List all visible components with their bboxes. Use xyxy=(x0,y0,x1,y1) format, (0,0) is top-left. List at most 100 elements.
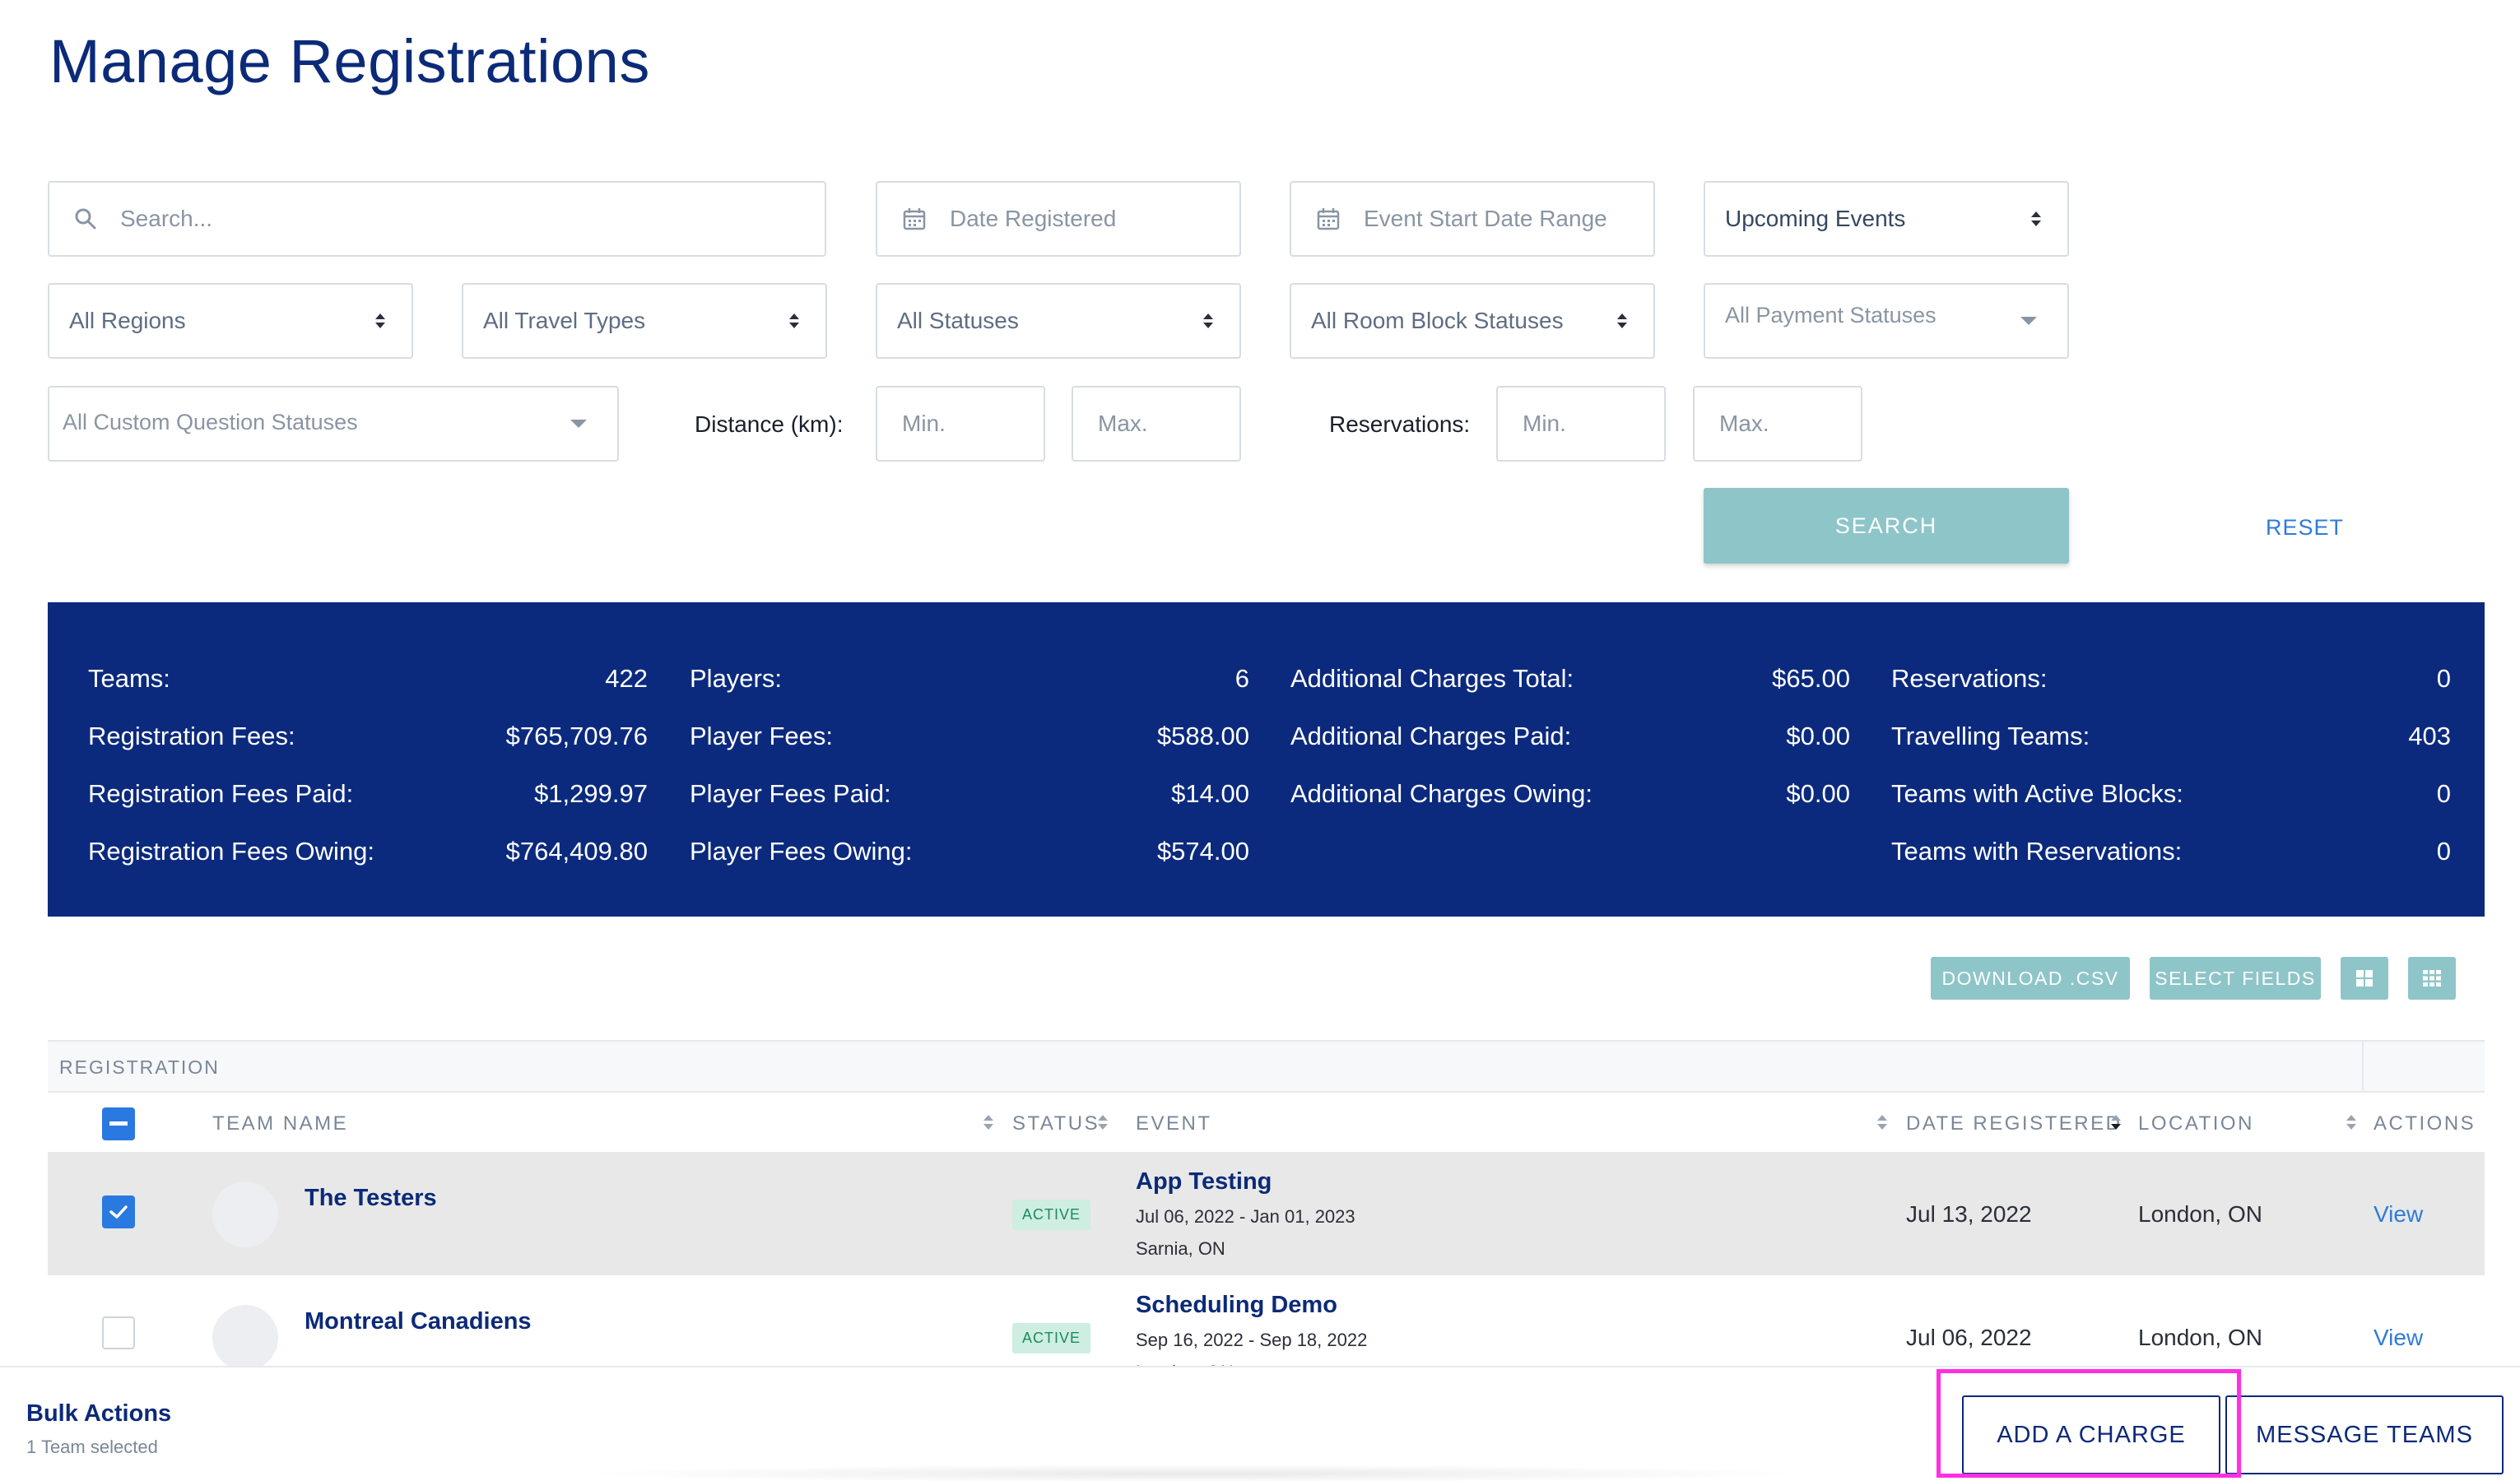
reservations-min-input[interactable]: Min. xyxy=(1496,386,1666,462)
summary-value: $764,409.80 xyxy=(505,837,648,866)
summary-label: Teams with Active Blocks: xyxy=(1891,779,2183,808)
payment-statuses-value: All Payment Statuses xyxy=(1725,303,1936,327)
summary-row: Registration Fees Owing: $764,409.80 xyxy=(88,823,648,880)
grid-large-icon[interactable] xyxy=(2341,957,2388,1000)
view-link[interactable]: View xyxy=(2374,1201,2424,1227)
summary-label: Registration Fees: xyxy=(88,722,295,750)
sort-descending-icon[interactable] xyxy=(2110,1112,2122,1136)
summary-label: Registration Fees Owing: xyxy=(88,837,375,866)
row-checkbox[interactable] xyxy=(102,1316,135,1349)
select-fields-button[interactable]: SELECT FIELDS xyxy=(2150,957,2321,1000)
status-badge: ACTIVE xyxy=(1012,1200,1091,1230)
summary-row: Player Fees Owing: $574.00 xyxy=(690,823,1249,880)
search-button[interactable]: SEARCH xyxy=(1704,488,2069,564)
event-name-link[interactable]: Scheduling Demo xyxy=(1136,1292,1337,1318)
column-date-registered[interactable]: DATE REGISTERED xyxy=(1906,1112,2122,1135)
summary-column-players: Players: 6 Player Fees: $588.00 Player Fee… xyxy=(690,650,1249,880)
message-teams-button[interactable]: MESSAGE TEAMS xyxy=(2225,1395,2504,1474)
statuses-select[interactable]: All Statuses xyxy=(876,283,1241,359)
add-a-charge-button[interactable]: ADD A CHARGE xyxy=(1962,1395,2220,1474)
date-registered-field[interactable]: Date Registered xyxy=(876,181,1241,257)
team-name-link[interactable]: Montreal Canadiens xyxy=(305,1308,532,1335)
event-dates: Sep 16, 2022 - Sep 18, 2022 xyxy=(1136,1330,1368,1350)
chevron-down-icon xyxy=(2020,316,2038,326)
view-link[interactable]: View xyxy=(2374,1325,2424,1350)
summary-value: $65.00 xyxy=(1772,664,1850,693)
summary-label: Player Fees Paid: xyxy=(690,779,891,808)
date-registered-placeholder: Date Registered xyxy=(950,206,1117,231)
summary-value: 403 xyxy=(2408,722,2451,750)
date-registered: Jul 13, 2022 xyxy=(1906,1201,2032,1227)
summary-value: $574.00 xyxy=(1156,837,1249,866)
download-csv-button[interactable]: DOWNLOAD .CSV xyxy=(1931,957,2130,1000)
summary-label: Players: xyxy=(690,664,782,693)
summary-label: Additional Charges Total: xyxy=(1290,664,1574,693)
row-checkbox[interactable] xyxy=(102,1195,135,1228)
shadow-decoration xyxy=(576,1465,1811,1481)
event-start-date-range-placeholder: Event Start Date Range xyxy=(1364,206,1607,231)
highlight-box xyxy=(1936,1369,2241,1478)
column-team-name[interactable]: TEAM NAME xyxy=(212,1112,349,1135)
column-status[interactable]: STATUS xyxy=(1012,1112,1100,1135)
registration-group-header: REGISTRATION xyxy=(48,1040,2485,1093)
travel-types-value: All Travel Types xyxy=(483,308,646,333)
event-start-date-range-field[interactable]: Event Start Date Range xyxy=(1290,181,1655,257)
reservations-max-input[interactable]: Max. xyxy=(1693,386,1862,462)
avatar xyxy=(212,1182,278,1247)
summary-row: Teams with Active Blocks: 0 xyxy=(1891,765,2451,823)
table-row[interactable]: Montreal Canadiens ACTIVE Scheduling Dem… xyxy=(48,1275,2485,1399)
summary-value: 0 xyxy=(2436,664,2451,693)
summary-label: Teams: xyxy=(88,664,170,693)
summary-row: Additional Charges Owing: $0.00 xyxy=(1290,765,1850,823)
payment-statuses-select[interactable]: All Payment Statuses xyxy=(1704,283,2069,359)
table-header: TEAM NAME STATUS EVENT DATE REGISTERED L… xyxy=(48,1094,2485,1152)
summary-row: Registration Fees Paid: $1,299.97 xyxy=(88,765,648,823)
event-name-link[interactable]: App Testing xyxy=(1136,1168,1272,1195)
distance-label: Distance (km): xyxy=(695,411,844,437)
statuses-value: All Statuses xyxy=(897,308,1019,333)
sort-arrows-icon[interactable] xyxy=(1876,1112,1888,1136)
column-location[interactable]: LOCATION xyxy=(2138,1112,2254,1135)
summary-row: Players: 6 xyxy=(690,650,1249,708)
custom-question-statuses-select[interactable]: All Custom Question Statuses xyxy=(48,386,619,462)
custom-question-statuses-value: All Custom Question Statuses xyxy=(63,409,358,434)
distance-max-input[interactable]: Max. xyxy=(1072,386,1241,462)
sort-arrows-icon[interactable] xyxy=(983,1112,994,1136)
sort-arrows-icon[interactable] xyxy=(2346,1112,2357,1136)
select-all-checkbox[interactable] xyxy=(102,1107,135,1140)
summary-value: $14.00 xyxy=(1171,779,1249,808)
summary-column-teams: Teams: 422 Registration Fees: $765,709.76 … xyxy=(88,650,648,880)
page-title: Manage Registrations xyxy=(49,27,650,95)
chevron-down-icon xyxy=(570,419,588,429)
travel-types-select[interactable]: All Travel Types xyxy=(462,283,827,359)
column-actions: ACTIONS xyxy=(2374,1112,2476,1135)
summary-value: 6 xyxy=(1234,664,1249,693)
summary-value: $1,299.97 xyxy=(534,779,648,808)
summary-value: $765,709.76 xyxy=(505,722,648,750)
selection-count: 1 Team selected xyxy=(26,1437,158,1457)
column-event[interactable]: EVENT xyxy=(1136,1112,1212,1135)
summary-label: Registration Fees Paid: xyxy=(88,779,354,808)
event-scope-select[interactable]: Upcoming Events xyxy=(1704,181,2069,257)
sort-arrows-icon[interactable] xyxy=(1097,1112,1109,1136)
event-location: Sarnia, ON xyxy=(1136,1238,1225,1259)
summary-value: 422 xyxy=(605,664,648,693)
sort-arrows-icon xyxy=(374,311,387,331)
reset-link[interactable]: RESET xyxy=(2266,515,2345,540)
regions-select[interactable]: All Regions xyxy=(48,283,413,359)
distance-min-input[interactable]: Min. xyxy=(876,386,1045,462)
table-row[interactable]: The Testers ACTIVE App Testing Jul 06, 2… xyxy=(48,1152,2485,1275)
calendar-icon xyxy=(902,207,927,231)
summary-label: Travelling Teams: xyxy=(1891,722,2090,750)
bulk-actions-title: Bulk Actions xyxy=(26,1400,172,1427)
summary-value: $588.00 xyxy=(1156,722,1249,750)
summary-row: Travelling Teams: 403 xyxy=(1891,708,2451,765)
team-name-link[interactable]: The Testers xyxy=(305,1185,437,1211)
room-block-statuses-select[interactable]: All Room Block Statuses xyxy=(1290,283,1655,359)
grid-small-icon[interactable] xyxy=(2408,957,2456,1000)
status-badge: ACTIVE xyxy=(1012,1323,1091,1353)
search-input[interactable]: Search... xyxy=(48,181,826,257)
summary-value: 0 xyxy=(2436,837,2451,866)
summary-column-reservations: Reservations: 0 Travelling Teams: 403 Team… xyxy=(1891,650,2451,880)
distance-min-placeholder: Min. xyxy=(902,411,946,436)
